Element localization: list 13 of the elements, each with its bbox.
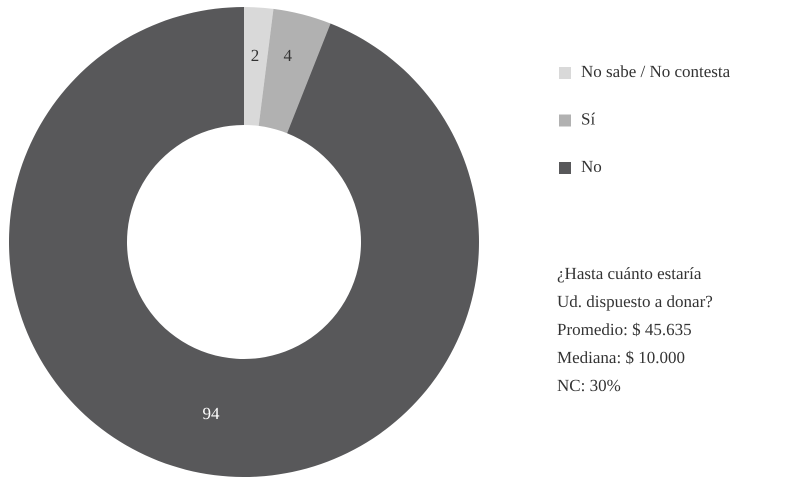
legend-label: No sabe / No contesta — [581, 62, 731, 81]
donut-slice — [9, 7, 479, 477]
text: Mediana: $ 10.000 — [557, 348, 685, 367]
donut-slice — [258, 8, 331, 134]
legend-label: Sí — [581, 109, 596, 128]
donut-slice — [244, 7, 274, 126]
text: Promedio: $ 45.635 — [557, 320, 692, 339]
text: NC: 30% — [557, 376, 621, 395]
text: ¿Hasta cuánto estaría Ud. dispuesto a donar? — [557, 264, 713, 311]
legend-label: No — [581, 156, 602, 176]
data-label: 4 — [284, 46, 293, 65]
data-label: 94 — [202, 404, 220, 423]
data-label: 2 — [250, 46, 260, 65]
